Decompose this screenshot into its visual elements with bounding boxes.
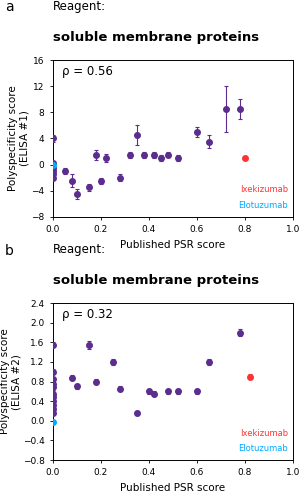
- X-axis label: Published PSR score: Published PSR score: [120, 483, 226, 493]
- Text: b: b: [5, 244, 14, 258]
- Text: Elotuzumab: Elotuzumab: [238, 201, 288, 210]
- Y-axis label: Polyspecificity score
(ELISA #2): Polyspecificity score (ELISA #2): [0, 328, 21, 434]
- X-axis label: Published PSR score: Published PSR score: [120, 240, 226, 250]
- Y-axis label: Polyspecificity score
(ELISA #1): Polyspecificity score (ELISA #1): [8, 86, 30, 192]
- Text: ρ = 0.56: ρ = 0.56: [63, 64, 113, 78]
- Text: Reagent:: Reagent:: [53, 243, 106, 256]
- Text: Elotuzumab: Elotuzumab: [238, 444, 288, 454]
- Text: Ixekizumab: Ixekizumab: [240, 428, 288, 438]
- Text: soluble membrane proteins: soluble membrane proteins: [53, 274, 259, 287]
- Text: ρ = 0.32: ρ = 0.32: [63, 308, 113, 321]
- Text: Reagent:: Reagent:: [53, 0, 106, 13]
- Text: a: a: [5, 0, 14, 14]
- Text: Ixekizumab: Ixekizumab: [240, 186, 288, 194]
- Text: soluble membrane proteins: soluble membrane proteins: [53, 32, 259, 44]
